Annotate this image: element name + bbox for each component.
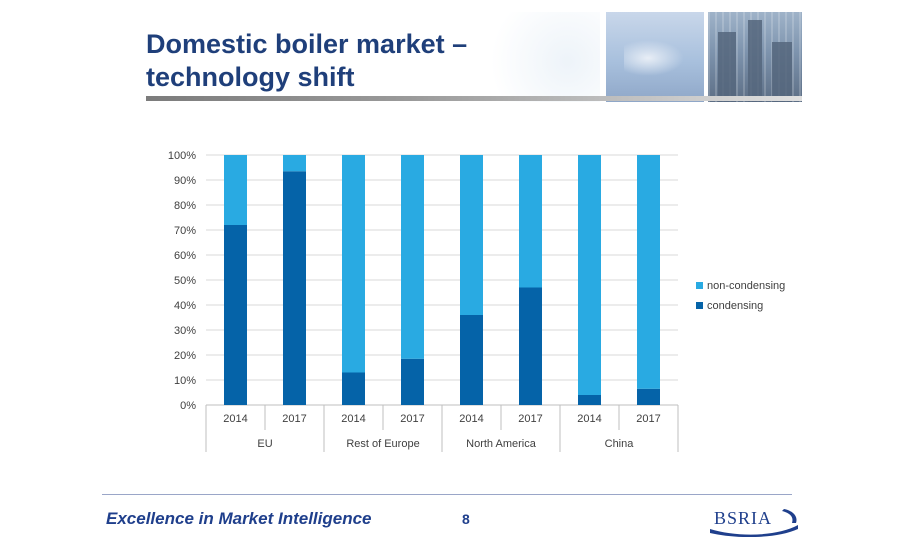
world-map-header-image [606, 12, 704, 102]
legend-swatch [696, 282, 703, 289]
x-tick-label: 2014 [223, 413, 247, 425]
title-underline [146, 96, 802, 101]
legend-swatch [696, 302, 703, 309]
logo-text: BSRIA [714, 508, 773, 528]
x-tick-label: 2014 [577, 413, 601, 425]
x-group-label: North America [466, 438, 537, 450]
footer-tagline: Excellence in Market Intelligence [106, 509, 372, 528]
x-tick-label: 2017 [282, 413, 306, 425]
y-tick-label: 10% [174, 375, 196, 387]
y-tick-label: 90% [174, 175, 196, 187]
x-group-label: Rest of Europe [346, 438, 419, 450]
bar-condensing [519, 287, 542, 405]
bar-non-condensing [224, 155, 247, 225]
bar-non-condensing [460, 155, 483, 315]
bar-condensing [460, 315, 483, 405]
y-tick-label: 0% [180, 400, 196, 412]
globe-header-image [470, 12, 600, 102]
slide-title-line2: technology shift [146, 62, 355, 92]
skyscraper-header-image [708, 12, 802, 102]
y-tick-label: 40% [174, 300, 196, 312]
footer-divider [102, 494, 792, 495]
x-tick-label: 2017 [636, 413, 660, 425]
tower-shape [772, 42, 792, 102]
slide-title: Domestic boiler market – technology shif… [146, 28, 467, 94]
y-tick-label: 50% [174, 275, 196, 287]
page-number: 8 [462, 511, 470, 527]
y-tick-label: 60% [174, 250, 196, 262]
x-tick-label: 2014 [341, 413, 365, 425]
bar-condensing [342, 372, 365, 405]
bar-condensing [578, 395, 601, 405]
bar-non-condensing [637, 155, 660, 389]
slide-title-line1: Domestic boiler market – [146, 29, 468, 59]
y-tick-label: 30% [174, 325, 196, 337]
tower-shape [748, 20, 762, 102]
bar-non-condensing [578, 155, 601, 395]
x-group-label: China [605, 438, 635, 450]
x-tick-label: 2017 [400, 413, 424, 425]
x-tick-label: 2017 [518, 413, 542, 425]
bar-condensing [637, 388, 660, 405]
y-tick-label: 70% [174, 225, 196, 237]
bar-non-condensing [342, 155, 365, 373]
bar-condensing [401, 358, 424, 405]
x-tick-label: 2014 [459, 413, 483, 425]
legend-label: condensing [707, 300, 763, 312]
bar-condensing [283, 171, 306, 405]
x-group-label: EU [257, 438, 272, 450]
y-tick-label: 80% [174, 200, 196, 212]
y-tick-label: 100% [168, 150, 196, 162]
legend-label: non-condensing [707, 280, 785, 292]
y-tick-label: 20% [174, 350, 196, 362]
logo-swoosh-icon [710, 509, 798, 537]
bsria-logo: BSRIA [706, 503, 800, 537]
bar-non-condensing [283, 155, 306, 172]
bar-non-condensing [519, 155, 542, 288]
bar-non-condensing [401, 155, 424, 359]
tower-shape [718, 32, 736, 102]
bar-condensing [224, 225, 247, 405]
